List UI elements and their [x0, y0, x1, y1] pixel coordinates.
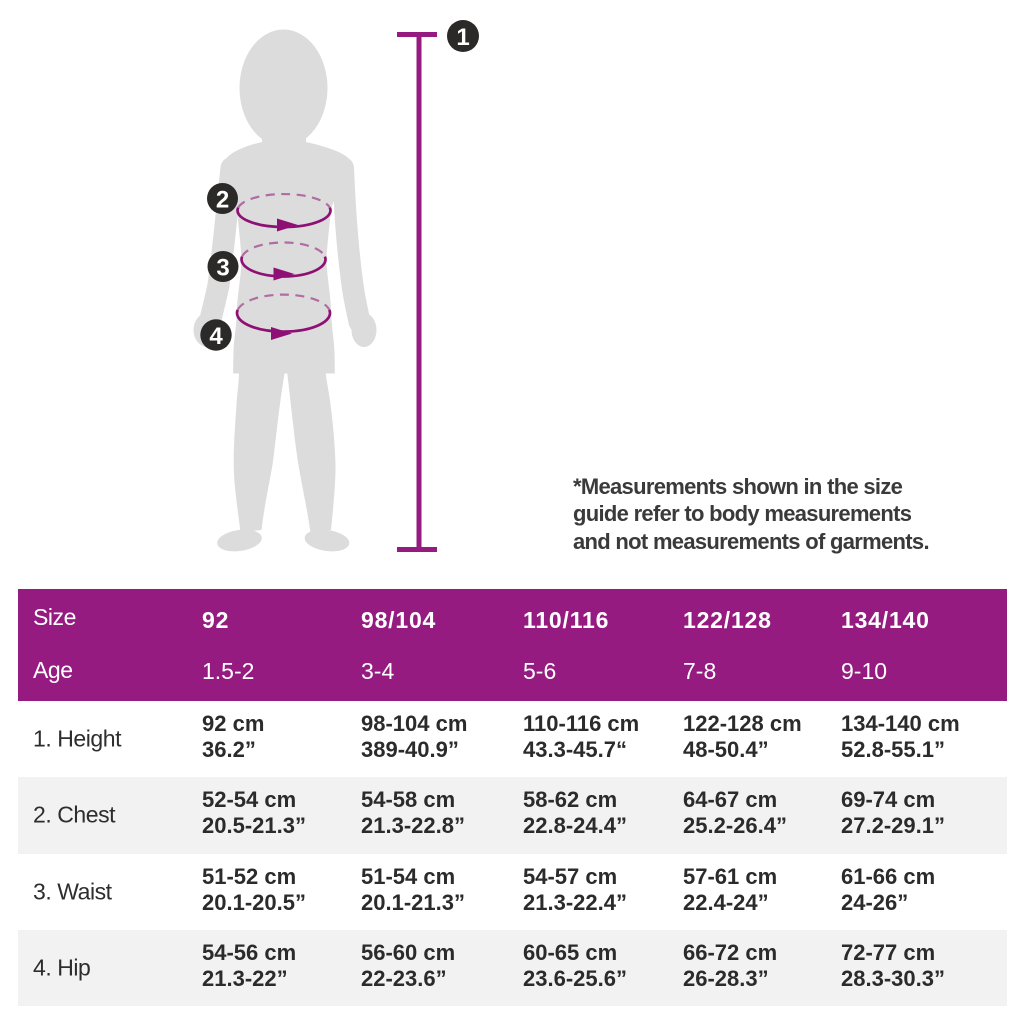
- svg-text:3: 3: [216, 254, 229, 281]
- svg-text:1: 1: [456, 24, 469, 51]
- svg-text:2: 2: [216, 186, 229, 213]
- svg-text:4: 4: [209, 323, 223, 350]
